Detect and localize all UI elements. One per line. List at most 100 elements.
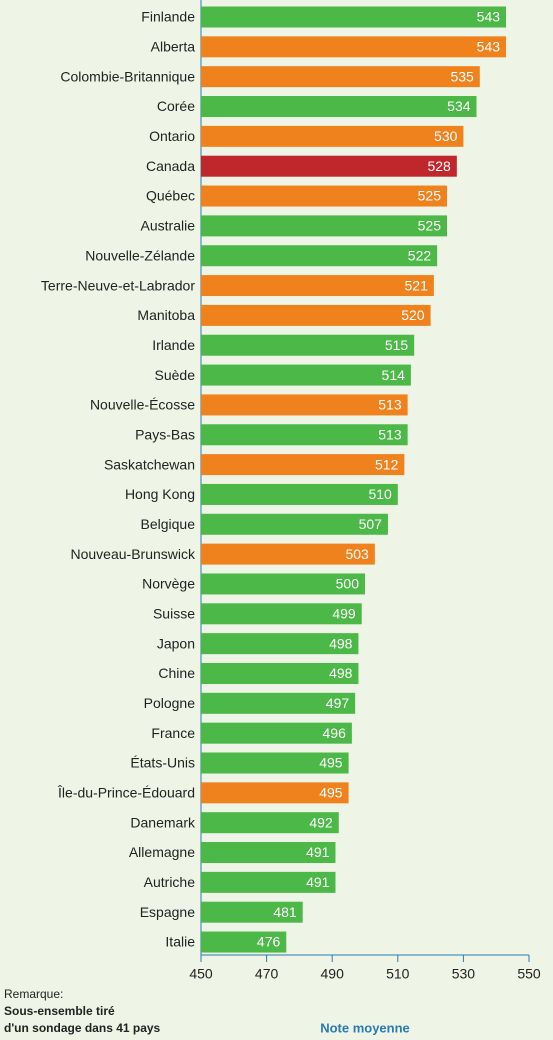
bar xyxy=(201,304,431,326)
bar xyxy=(201,66,480,88)
bar xyxy=(201,96,477,118)
bar xyxy=(201,662,359,684)
y-tick-label: Île-du-Prince-Édouard xyxy=(57,785,195,801)
value-label: 498 xyxy=(329,665,353,681)
y-tick-label: Finlande xyxy=(141,9,195,25)
x-tick-label: 450 xyxy=(189,966,213,982)
value-label: 520 xyxy=(401,307,425,323)
y-tick-label: États-Unis xyxy=(130,755,195,771)
y-tick-label: Hong Kong xyxy=(125,486,195,502)
bar xyxy=(201,364,411,386)
bar xyxy=(201,36,507,58)
value-label: 510 xyxy=(368,486,392,502)
y-tick-label: Autriche xyxy=(144,874,196,890)
bar xyxy=(201,901,303,923)
note: Remarque: xyxy=(4,987,63,1001)
value-label: 535 xyxy=(450,68,474,84)
value-label: 491 xyxy=(306,844,330,860)
y-tick-label: Ontario xyxy=(149,128,195,144)
value-label: 515 xyxy=(385,337,409,353)
value-label: 495 xyxy=(319,785,343,801)
value-label: 543 xyxy=(477,9,501,25)
value-label: 514 xyxy=(382,367,406,383)
bar xyxy=(201,842,336,864)
bar xyxy=(201,424,408,446)
value-label: 513 xyxy=(378,397,402,413)
value-label: 528 xyxy=(427,158,451,174)
bar xyxy=(201,543,375,565)
y-tick-label: Chine xyxy=(158,665,195,681)
bar xyxy=(201,871,336,893)
bar xyxy=(201,215,447,237)
value-label: 476 xyxy=(257,934,281,950)
y-tick-label: Alberta xyxy=(151,39,196,55)
y-tick-label: Australie xyxy=(141,218,196,234)
bar xyxy=(201,722,352,744)
x-tick-label: 550 xyxy=(517,966,541,982)
y-tick-label: Italie xyxy=(165,934,195,950)
y-tick-label: Danemark xyxy=(130,814,196,830)
bar xyxy=(201,573,365,595)
x-tick-label: 490 xyxy=(321,966,345,982)
bar xyxy=(201,782,349,804)
value-label: 498 xyxy=(329,635,353,651)
value-label: 512 xyxy=(375,456,399,472)
y-tick-label: Belgique xyxy=(141,516,196,532)
bar xyxy=(201,394,408,416)
y-tick-label: Japon xyxy=(157,635,195,651)
bar xyxy=(201,125,464,147)
y-tick-label: Nouveau-Brunswick xyxy=(71,546,196,562)
value-label: 534 xyxy=(447,98,471,114)
value-label: 497 xyxy=(326,695,350,711)
value-label: 481 xyxy=(273,904,297,920)
x-tick-label: 530 xyxy=(452,966,476,982)
bar xyxy=(201,155,457,177)
y-tick-label: Irlande xyxy=(152,337,195,353)
bar xyxy=(201,752,349,774)
value-label: 513 xyxy=(378,426,402,442)
bar xyxy=(201,603,362,625)
y-tick-label: Terre-Neuve-et-Labrador xyxy=(41,277,195,293)
y-tick-label: Norvège xyxy=(142,576,195,592)
bar xyxy=(201,6,507,28)
y-tick-label: Suisse xyxy=(153,606,195,622)
bar xyxy=(201,692,356,714)
y-tick-label: France xyxy=(151,725,195,741)
value-label: 525 xyxy=(418,218,442,234)
x-tick-label: 510 xyxy=(386,966,410,982)
value-label: 499 xyxy=(332,606,356,622)
y-tick-label: Nouvelle-Écosse xyxy=(90,397,195,413)
note: Sous-ensemble tiré xyxy=(4,1004,115,1018)
bar xyxy=(201,185,447,207)
x-axis-label: Note moyenne xyxy=(320,1020,410,1035)
y-tick-label: Québec xyxy=(146,188,195,204)
note: d'un sondage dans 41 pays xyxy=(4,1021,161,1035)
bar xyxy=(201,633,359,655)
value-label: 525 xyxy=(418,188,442,204)
value-label: 521 xyxy=(405,277,429,293)
y-tick-label: Suède xyxy=(155,367,196,383)
y-tick-label: Pologne xyxy=(144,695,196,711)
bar xyxy=(201,275,434,297)
bar xyxy=(201,513,388,535)
value-label: 522 xyxy=(408,247,432,263)
y-tick-label: Pays-Bas xyxy=(135,426,195,442)
bar xyxy=(201,812,339,834)
y-tick-label: Corée xyxy=(157,98,195,114)
bar xyxy=(201,454,405,476)
value-label: 507 xyxy=(359,516,383,532)
value-label: 495 xyxy=(319,755,343,771)
y-tick-label: Manitoba xyxy=(137,307,195,323)
y-tick-label: Canada xyxy=(146,158,195,174)
y-tick-label: Saskatchewan xyxy=(104,456,195,472)
y-tick-label: Nouvelle-Zélande xyxy=(85,247,195,263)
x-tick-label: 470 xyxy=(255,966,279,982)
y-tick-label: Allemagne xyxy=(129,844,195,860)
bar xyxy=(201,483,398,505)
value-label: 530 xyxy=(434,128,458,144)
value-label: 492 xyxy=(309,814,333,830)
y-tick-label: Colombie-Britannique xyxy=(60,68,195,84)
value-label: 500 xyxy=(336,576,360,592)
bar xyxy=(201,245,438,267)
